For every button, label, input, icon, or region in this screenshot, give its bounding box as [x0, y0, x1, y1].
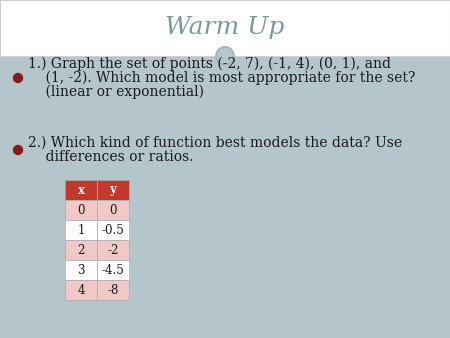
- Text: 4: 4: [77, 284, 85, 296]
- Bar: [97, 220, 129, 240]
- Bar: [97, 260, 129, 280]
- Bar: [65, 240, 97, 260]
- Text: -0.5: -0.5: [102, 223, 124, 237]
- Text: 0: 0: [109, 203, 117, 217]
- Text: 1: 1: [77, 223, 85, 237]
- Text: 2: 2: [77, 243, 85, 257]
- Text: 0: 0: [77, 203, 85, 217]
- Bar: [65, 280, 97, 300]
- Text: -4.5: -4.5: [102, 264, 124, 276]
- Bar: [65, 260, 97, 280]
- Text: differences or ratios.: differences or ratios.: [28, 150, 194, 164]
- Bar: [65, 200, 97, 220]
- Text: (1, -2). Which model is most appropriate for the set?: (1, -2). Which model is most appropriate…: [28, 71, 415, 85]
- Text: (linear or exponential): (linear or exponential): [28, 85, 204, 99]
- Text: -8: -8: [107, 284, 119, 296]
- Bar: [97, 200, 129, 220]
- Bar: [97, 180, 129, 200]
- Circle shape: [14, 73, 22, 82]
- Bar: [97, 280, 129, 300]
- Circle shape: [14, 145, 22, 154]
- Bar: [97, 240, 129, 260]
- Bar: [65, 220, 97, 240]
- Text: x: x: [77, 184, 85, 196]
- Bar: [0, 0, 450, 56]
- Text: 3: 3: [77, 264, 85, 276]
- Bar: [65, 180, 97, 200]
- Circle shape: [216, 47, 234, 65]
- Text: Warm Up: Warm Up: [165, 16, 285, 40]
- Text: y: y: [109, 184, 117, 196]
- Text: -2: -2: [107, 243, 119, 257]
- Text: 1.) Graph the set of points (-2, 7), (-1, 4), (0, 1), and: 1.) Graph the set of points (-2, 7), (-1…: [28, 57, 391, 71]
- Text: 2.) Which kind of function best models the data? Use: 2.) Which kind of function best models t…: [28, 136, 402, 150]
